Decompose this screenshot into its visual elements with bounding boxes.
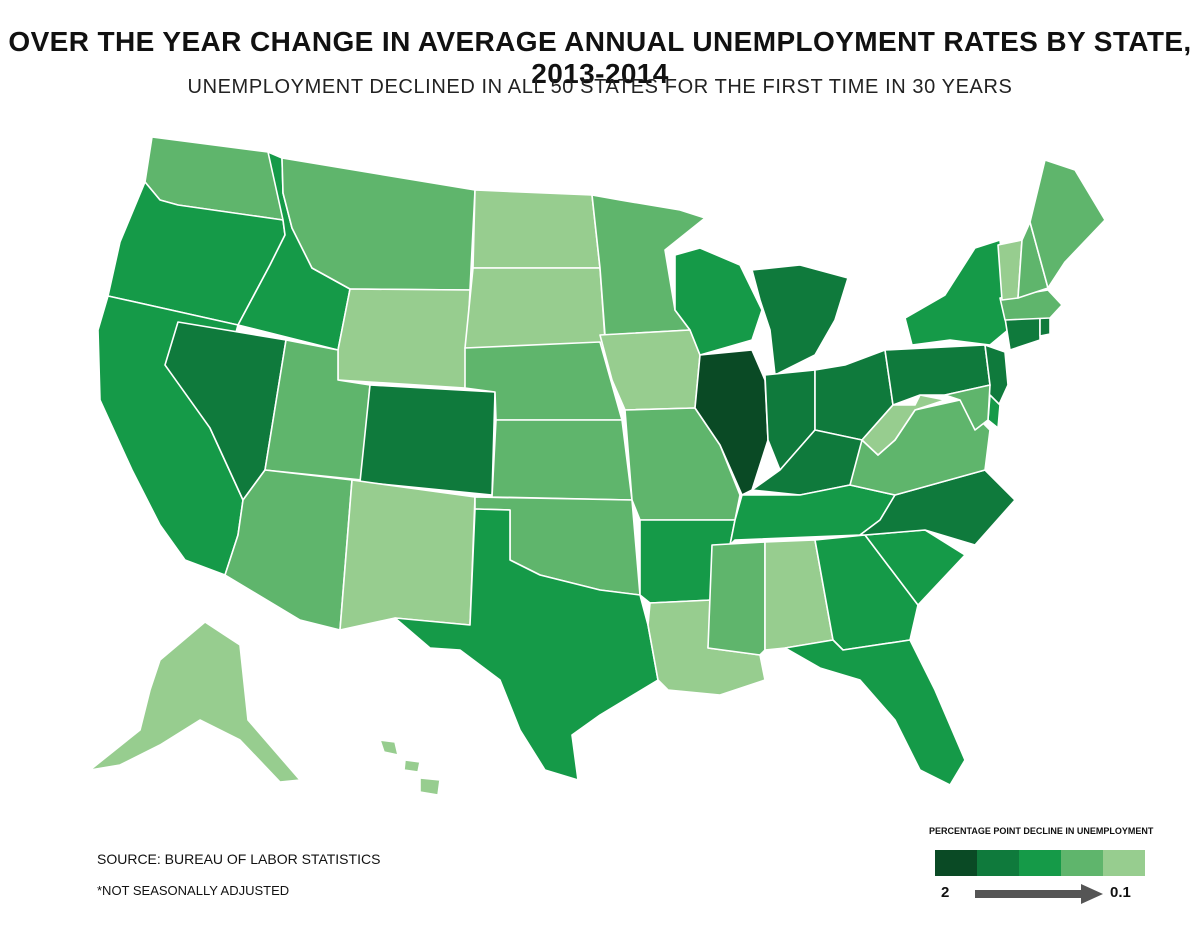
state-mississippi: Mississippi (707, 541, 766, 656)
legend-swatches (935, 850, 1145, 876)
legend-title: PERCENTAGE POINT DECLINE IN UNEMPLOYMENT (929, 826, 1154, 836)
state-texas: Texas (394, 508, 659, 781)
state-new-mexico: New Mexico (339, 479, 476, 631)
state-connecticut: Connecticut (1004, 315, 1041, 351)
legend-swatch (1103, 850, 1145, 876)
state-michigan: Michigan (751, 264, 849, 376)
state-alaska: Alaska (89, 621, 301, 783)
state-north-dakota: North Dakota (472, 189, 601, 269)
legend-swatch (1061, 850, 1103, 876)
state-new-york: New York (904, 239, 1009, 346)
state-minnesota: Minnesota (591, 194, 706, 336)
map-subtitle: UNEMPLOYMENT DECLINED IN ALL 50 STATES F… (187, 76, 1013, 98)
source-note: SOURCE: BUREAU OF LABOR STATISTICS (97, 851, 381, 867)
state-wyoming: Wyoming (337, 288, 471, 389)
legend-arrow-icon (975, 884, 1103, 904)
state-florida: Florida (784, 639, 966, 786)
state-west-virginia: West Virginia (861, 394, 946, 456)
map-title: OVER THE YEAR CHANGE IN AVERAGE ANNUAL U… (8, 26, 1192, 89)
state-wisconsin: Wisconsin (674, 247, 763, 356)
legend-high-label: 0.1 (1110, 884, 1131, 901)
state-maryland: Maryland (944, 384, 991, 431)
state-maine: Maine (1029, 159, 1106, 289)
state-kansas: Kansas (491, 419, 633, 501)
adjustment-note: *NOT SEASONALLY ADJUSTED (97, 883, 290, 898)
legend-swatch (977, 850, 1019, 876)
state-hawaii: Hawaii (379, 739, 441, 796)
legend-low-label: 2 (941, 884, 950, 901)
state-colorado: Colorado (359, 384, 496, 496)
legend-swatch (935, 850, 977, 876)
legend-swatch (1019, 850, 1061, 876)
